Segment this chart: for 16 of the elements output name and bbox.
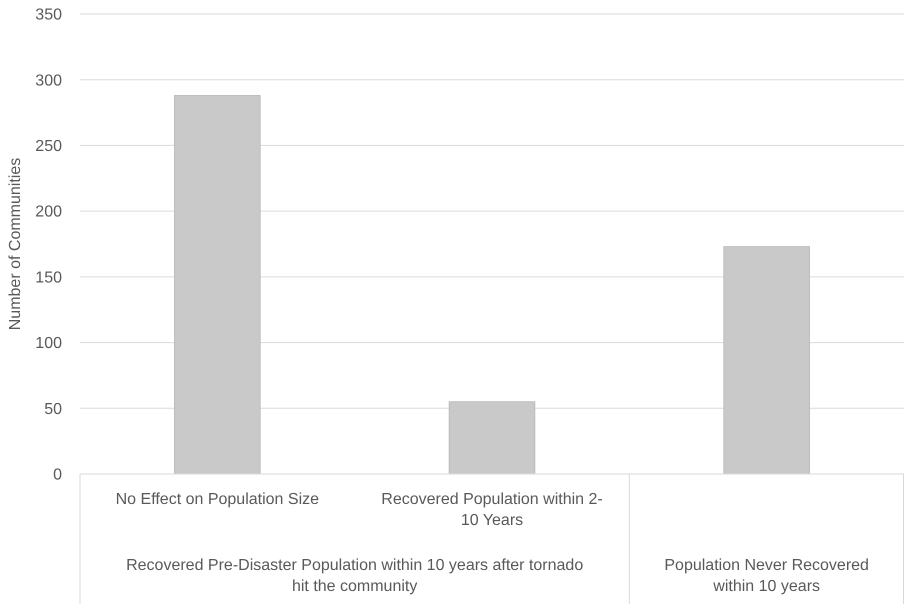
y-tick-label: 300 xyxy=(35,72,62,90)
x-tick-label: No Effect on Population Size xyxy=(116,491,320,508)
bar xyxy=(174,95,261,474)
y-tick-label: 50 xyxy=(44,400,62,418)
x-tick-label: Recovered Population within 2-10 Years xyxy=(381,491,603,529)
y-tick-label: 350 xyxy=(35,6,62,24)
y-tick-label: 200 xyxy=(35,204,62,221)
text: Recovered Pre-Disaster Population within 10 years after tornado hit the community xyxy=(126,557,584,595)
y-tick-label: 0 xyxy=(53,466,62,484)
bar xyxy=(448,401,536,474)
y-tick-label: 150 xyxy=(35,269,62,286)
y-tick-label: 250 xyxy=(35,138,62,156)
y-tick-label: 100 xyxy=(35,335,62,352)
y-axis-title: Number of Communities xyxy=(7,158,24,330)
text: Population Never Recovered within 10 years xyxy=(664,557,869,595)
bar xyxy=(723,246,810,474)
